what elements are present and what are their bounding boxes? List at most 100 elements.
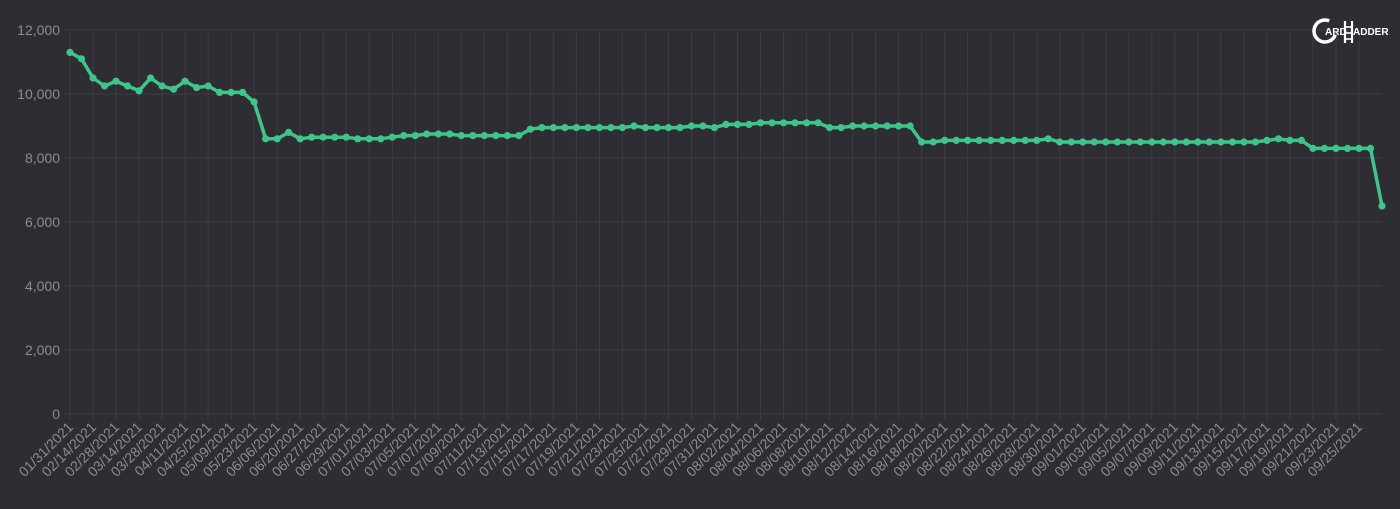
data-point[interactable] [1194, 138, 1202, 146]
data-point[interactable] [146, 74, 155, 82]
data-point[interactable] [262, 135, 270, 143]
data-point[interactable] [1125, 138, 1133, 146]
data-point[interactable] [929, 138, 937, 146]
data-point[interactable] [400, 132, 408, 140]
data-point[interactable] [515, 132, 523, 140]
data-point[interactable] [296, 135, 304, 143]
data-point[interactable] [1217, 138, 1225, 146]
data-point[interactable] [975, 136, 983, 144]
data-point[interactable] [883, 122, 891, 130]
data-point[interactable] [1240, 138, 1248, 146]
data-point[interactable] [941, 136, 949, 144]
data-point[interactable] [423, 130, 431, 138]
data-point[interactable] [618, 124, 627, 132]
data-point[interactable] [918, 138, 926, 146]
data-point[interactable] [595, 124, 604, 132]
data-point[interactable] [66, 48, 74, 57]
data-point[interactable] [216, 88, 224, 96]
data-point[interactable] [331, 133, 339, 141]
data-point[interactable] [1033, 136, 1041, 144]
data-point[interactable] [710, 124, 719, 132]
data-point[interactable] [1102, 138, 1110, 146]
data-point[interactable] [342, 133, 350, 141]
data-point[interactable] [227, 88, 235, 96]
data-point[interactable] [1136, 138, 1144, 146]
data-point[interactable] [872, 122, 880, 130]
data-point[interactable] [802, 119, 811, 127]
data-point[interactable] [503, 132, 511, 140]
data-point[interactable] [584, 124, 592, 132]
data-point[interactable] [745, 120, 753, 128]
data-point[interactable] [365, 135, 373, 143]
data-point[interactable] [607, 124, 615, 132]
data-point[interactable] [549, 124, 557, 132]
data-point[interactable] [906, 122, 914, 130]
data-point[interactable] [1251, 138, 1260, 146]
data-point[interactable] [1067, 138, 1075, 146]
data-point[interactable] [354, 135, 362, 143]
data-point[interactable] [848, 122, 857, 130]
data-point[interactable] [837, 124, 845, 132]
data-point[interactable] [250, 98, 258, 106]
data-points[interactable] [66, 48, 1386, 210]
data-point[interactable] [1343, 144, 1352, 152]
data-point[interactable] [722, 120, 730, 128]
data-point[interactable] [699, 122, 707, 130]
data-point[interactable] [768, 119, 776, 127]
data-point[interactable] [1378, 202, 1386, 210]
data-point[interactable] [526, 125, 534, 133]
data-point[interactable] [814, 119, 822, 127]
data-point[interactable] [860, 122, 868, 130]
data-point[interactable] [733, 120, 742, 128]
data-point[interactable] [239, 88, 247, 96]
data-point[interactable] [123, 82, 132, 90]
data-point[interactable] [1366, 144, 1375, 152]
data-point[interactable] [641, 124, 650, 132]
data-point[interactable] [377, 135, 385, 143]
data-point[interactable] [169, 85, 178, 93]
data-point[interactable] [572, 124, 580, 132]
data-point[interactable] [492, 132, 500, 140]
data-point[interactable] [825, 124, 834, 132]
data-point[interactable] [998, 136, 1006, 144]
data-point[interactable] [653, 124, 661, 132]
data-point[interactable] [756, 119, 765, 127]
data-point[interactable] [1228, 138, 1236, 146]
data-point[interactable] [319, 133, 327, 141]
data-point[interactable] [112, 77, 120, 85]
data-point[interactable] [480, 132, 488, 140]
data-point[interactable] [1182, 138, 1190, 146]
data-point[interactable] [100, 82, 109, 90]
data-point[interactable] [158, 82, 166, 90]
data-point[interactable] [1286, 136, 1294, 144]
data-point[interactable] [181, 77, 189, 85]
data-point[interactable] [687, 122, 696, 130]
data-point[interactable] [952, 136, 960, 144]
data-point[interactable] [1159, 138, 1167, 146]
data-point[interactable] [273, 135, 281, 143]
data-point[interactable] [469, 132, 477, 140]
data-point[interactable] [676, 124, 684, 132]
data-point[interactable] [1274, 135, 1283, 143]
data-point[interactable] [1079, 138, 1087, 146]
data-point[interactable] [192, 84, 201, 92]
data-point[interactable] [1171, 138, 1179, 146]
data-point[interactable] [895, 122, 903, 130]
data-point[interactable] [411, 132, 419, 140]
data-point[interactable] [664, 124, 673, 132]
data-point[interactable] [1148, 138, 1156, 146]
data-point[interactable] [1021, 136, 1029, 144]
data-point[interactable] [987, 136, 995, 144]
data-point[interactable] [285, 128, 293, 136]
data-point[interactable] [779, 119, 788, 127]
data-point[interactable] [1044, 135, 1052, 143]
data-point[interactable] [1355, 144, 1363, 152]
data-point[interactable] [77, 55, 86, 63]
data-point[interactable] [630, 122, 638, 130]
data-point[interactable] [1297, 136, 1306, 144]
data-point[interactable] [1056, 138, 1064, 146]
data-point[interactable] [1263, 136, 1271, 144]
data-point[interactable] [791, 119, 799, 127]
data-point[interactable] [1320, 144, 1329, 152]
data-point[interactable] [89, 74, 97, 82]
